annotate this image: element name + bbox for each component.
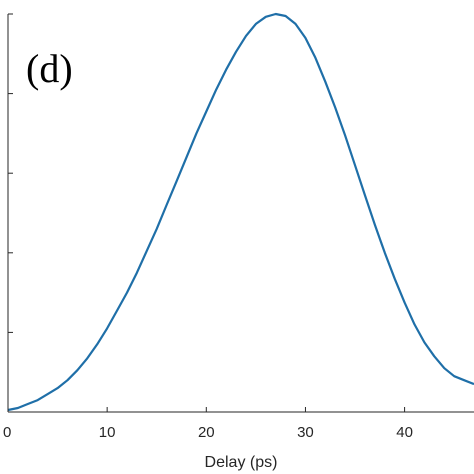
y-ticks: [8, 13, 13, 413]
x-tick-label: 0: [3, 424, 11, 441]
series-line: [7, 12, 474, 412]
x-tick-label: 20: [198, 424, 215, 441]
x-axis-label: Delay (ps): [205, 454, 278, 471]
x-tick-label: 40: [396, 424, 413, 441]
panel-label: (d): [26, 46, 73, 91]
plot-area: [7, 12, 474, 412]
x-tick-label: 10: [99, 424, 116, 441]
x-ticks: 0 10 20 30 40: [3, 407, 413, 441]
x-tick-label: 30: [297, 424, 314, 441]
